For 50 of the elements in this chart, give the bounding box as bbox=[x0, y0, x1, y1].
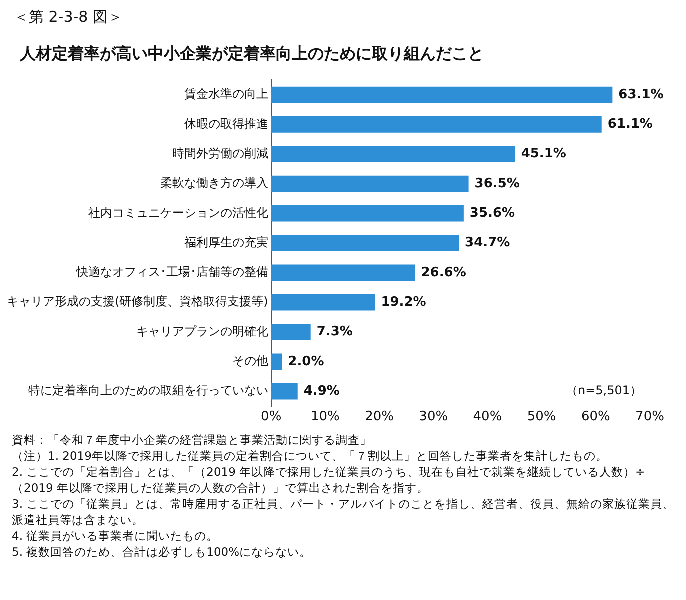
text: 3. ここでの「従業員」とは、常時雇用する正社員、パート・アルバイトのことを指し、経営者、役員、無給の家族従業員、派遣社員等は含まない。 bbox=[12, 496, 676, 528]
x-tick-label: 10% bbox=[311, 410, 340, 425]
y-tick-label: 社内コミュニケーションの活性化 bbox=[88, 206, 268, 220]
text: ＜第 2-3-8 図＞ bbox=[13, 7, 124, 28]
x-tick-label: 30% bbox=[419, 410, 448, 425]
data-label: 34.7% bbox=[465, 236, 510, 251]
y-tick-label: 福利厚生の充実 bbox=[184, 235, 268, 250]
data-label: 19.2% bbox=[381, 294, 426, 310]
text: （注）1. 2019年以降で採用した従業員の定着割合について、「７割以上」と回答した事業者を集計したもの。 bbox=[12, 448, 609, 464]
y-tick-label: 賃金水準の向上 bbox=[184, 87, 268, 102]
data-label: 45.1% bbox=[521, 146, 566, 162]
bar bbox=[271, 205, 464, 222]
bar bbox=[271, 264, 416, 282]
data-label: 63.1% bbox=[618, 87, 664, 102]
bar bbox=[271, 86, 613, 104]
bar bbox=[271, 354, 282, 370]
y-tick-label: 快適なオフィス･工場･店舗等の整備 bbox=[75, 265, 268, 280]
x-tick-label: 40% bbox=[473, 410, 502, 425]
data-label: 61.1% bbox=[608, 117, 653, 132]
x-tick-label: 60% bbox=[581, 410, 610, 425]
x-tick-label: 70% bbox=[636, 410, 664, 425]
y-tick-label: 特に定着率向上のための取組を行っていない bbox=[28, 384, 268, 398]
y-tick-label: 柔軟な働き方の導入 bbox=[160, 176, 268, 190]
y-tick-label: 時間外労働の削減 bbox=[172, 146, 268, 160]
text: 4. 従業員がいる事業者に聞いたもの。 bbox=[12, 528, 220, 544]
data-label: 7.3% bbox=[316, 324, 353, 340]
bar bbox=[271, 324, 311, 340]
bar bbox=[271, 176, 469, 192]
data-label: 36.5% bbox=[474, 176, 520, 192]
bar bbox=[271, 116, 602, 133]
chart-title: 人材定着率が高い中小企業が定着率向上のために取り組んだこと bbox=[18, 43, 485, 65]
y-tick-label: 休暇の取得推進 bbox=[184, 116, 268, 131]
data-label: 35.6% bbox=[470, 206, 516, 222]
x-tick-label: 20% bbox=[365, 410, 394, 425]
x-tick-label: 50% bbox=[527, 410, 556, 425]
bar bbox=[271, 383, 298, 400]
bar bbox=[271, 235, 460, 252]
text: 資料：「令和７年度中小企業の経営課題と事業活動に関する調査」 bbox=[12, 432, 373, 448]
bar bbox=[271, 294, 376, 311]
y-tick-label: キャリア形成の支援(研修制度、資格取得支援等) bbox=[6, 294, 268, 309]
y-tick-label: キャリアプランの明確化 bbox=[136, 324, 268, 338]
bar bbox=[271, 146, 516, 162]
data-label: 2.0% bbox=[288, 354, 324, 370]
annotation: （n=5,501） bbox=[566, 384, 642, 398]
data-label: 4.9% bbox=[304, 384, 340, 399]
y-tick-label: その他 bbox=[232, 354, 268, 368]
text: 2. ここでの「定着割合」とは、「（2019 年以降で採用した従業員のうち、現在も自社で就業を継続している人数）÷（2019 年以降で採用した従業員の人数の合計）」で算出された割合を指す。 bbox=[12, 464, 646, 496]
text: 5. 複数回答のため、合計は必ずしも100%にならない。 bbox=[12, 544, 313, 560]
x-tick-label: 0% bbox=[261, 410, 282, 425]
data-label: 26.6% bbox=[421, 265, 466, 280]
